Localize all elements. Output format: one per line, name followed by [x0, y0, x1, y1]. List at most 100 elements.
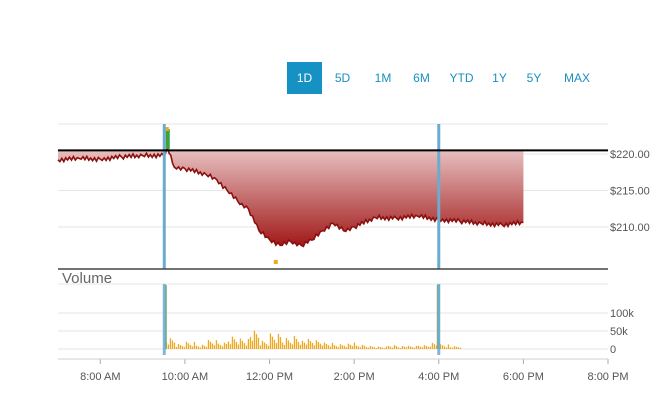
- volume-bar: [227, 341, 230, 349]
- time-tick-label: 6:00 PM: [503, 371, 544, 383]
- volume-bar: [313, 345, 316, 349]
- volume-bar: [443, 346, 446, 349]
- volume-bar: [353, 342, 356, 349]
- volume-bar: [259, 345, 262, 349]
- volume-bar: [255, 334, 258, 349]
- volume-bar: [245, 345, 248, 349]
- tab-ytd[interactable]: YTD: [449, 71, 474, 85]
- volume-bar: [433, 344, 436, 349]
- tab-6m[interactable]: 6M: [413, 71, 430, 85]
- volume-bar: [395, 346, 398, 349]
- volume-bar: [235, 341, 238, 349]
- volume-bar: [229, 344, 232, 349]
- volume-bar: [175, 347, 178, 349]
- volume-bar: [297, 341, 300, 349]
- volume-bar: [275, 343, 278, 349]
- volume-gridlines: [58, 283, 608, 350]
- volume-bar: [291, 344, 294, 349]
- volume-bar: [263, 342, 266, 349]
- volume-tick-label: 50k: [610, 326, 628, 338]
- volume-bar: [365, 347, 368, 349]
- volume-bar: [177, 344, 180, 349]
- volume-bar: [179, 345, 182, 349]
- volume-bar: [383, 348, 386, 349]
- volume-bar: [285, 338, 288, 349]
- volume-bars-layer: [164, 285, 462, 349]
- volume-bar: [251, 340, 254, 349]
- volume-bar: [209, 341, 212, 349]
- volume-bar: [267, 345, 270, 349]
- volume-bar: [361, 345, 364, 349]
- price-tick-label: $215.00: [610, 186, 650, 198]
- volume-bar: [323, 342, 326, 349]
- volume-bar: [373, 347, 376, 349]
- volume-bar: [411, 347, 414, 349]
- tab-5d[interactable]: 5D: [334, 71, 351, 85]
- time-tick-label: 8:00 AM: [80, 371, 120, 383]
- volume-bar: [417, 345, 420, 349]
- volume-bar: [415, 345, 418, 349]
- volume-bar: [173, 342, 176, 349]
- volume-bar: [375, 348, 378, 349]
- volume-bar: [167, 344, 170, 349]
- volume-bar: [271, 336, 274, 349]
- volume-bar: [197, 346, 200, 349]
- volume-bar: [387, 345, 390, 349]
- volume-bar: [283, 344, 286, 349]
- volume-bar: [289, 342, 292, 349]
- volume-bar: [325, 343, 328, 349]
- volume-bar: [409, 346, 412, 349]
- volume-bar: [219, 345, 222, 349]
- volume-bar: [349, 344, 352, 349]
- volume-bar: [221, 346, 224, 349]
- volume-bar: [457, 347, 460, 349]
- volume-bar: [389, 346, 392, 349]
- tab-1y[interactable]: 1Y: [492, 71, 507, 85]
- volume-bar: [169, 338, 172, 349]
- volume-tick-label: 0: [610, 344, 616, 356]
- volume-bar: [199, 347, 202, 349]
- volume-bar: [347, 343, 350, 349]
- session-markers: [162, 124, 441, 355]
- volume-bar: [405, 347, 408, 349]
- volume-bar: [355, 345, 358, 349]
- volume-bar: [201, 344, 204, 349]
- volume-bar: [287, 340, 290, 349]
- volume-bar: [261, 340, 264, 349]
- volume-bar: [337, 347, 340, 349]
- axes-layer: [58, 149, 608, 270]
- price-area-fill: [58, 147, 524, 247]
- volume-bar: [269, 333, 272, 349]
- tab-max[interactable]: MAX: [563, 71, 590, 85]
- volume-bar: [203, 345, 206, 349]
- volume-bar: [299, 344, 302, 349]
- volume-bar: [335, 346, 338, 349]
- volume-bar: [341, 345, 344, 349]
- time-tick-label: 4:00 PM: [418, 371, 459, 383]
- volume-bar: [391, 347, 394, 349]
- volume-bar: [427, 346, 430, 349]
- volume-bar: [351, 346, 354, 349]
- volume-bar: [273, 339, 276, 349]
- volume-bar: [451, 347, 454, 349]
- volume-bar: [339, 344, 342, 349]
- volume-bar: [301, 340, 304, 349]
- volume-bar: [277, 333, 280, 349]
- volume-bar: [233, 339, 236, 349]
- open-spike-up: [165, 129, 170, 149]
- price-area-layer: [57, 127, 524, 264]
- low-marker: [273, 260, 278, 264]
- tab-1m[interactable]: 1M: [374, 71, 392, 85]
- volume-bar: [303, 342, 306, 349]
- volume-bar: [403, 346, 406, 349]
- time-tick-label: 10:00 AM: [162, 371, 208, 383]
- tab-1d[interactable]: 1D: [287, 62, 322, 94]
- volume-bar: [385, 346, 388, 349]
- tab-5y[interactable]: 5Y: [526, 71, 542, 85]
- price-tick-label: $210.00: [610, 222, 650, 234]
- volume-bar: [357, 346, 360, 349]
- volume-bar: [253, 330, 256, 349]
- volume-bar: [319, 343, 322, 349]
